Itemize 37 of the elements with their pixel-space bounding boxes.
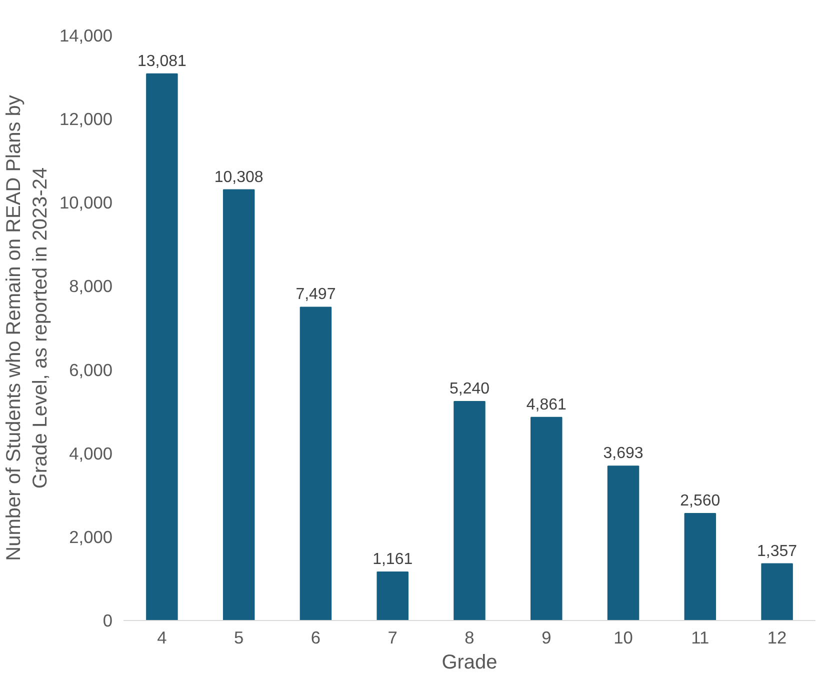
y-tick-label: 14,000 xyxy=(60,26,112,46)
x-tick-label: 8 xyxy=(464,628,474,648)
x-tick-label: 12 xyxy=(767,628,787,648)
bar xyxy=(761,563,793,620)
x-tick-label: 10 xyxy=(614,628,633,648)
data-label: 3,693 xyxy=(603,445,644,462)
x-axis-title: Grade xyxy=(442,652,498,674)
y-axis-title: Number of Students who Remain on READ Plans by Grade Level, as reported in 2023-24 xyxy=(3,95,52,561)
bar xyxy=(530,416,562,620)
x-tick-label: 5 xyxy=(234,628,244,648)
bar xyxy=(300,306,332,620)
x-tick-label: 9 xyxy=(542,628,552,648)
y-tick-label: 10,000 xyxy=(60,192,112,213)
bar xyxy=(607,466,640,620)
x-tick-label: 4 xyxy=(157,628,168,648)
y-tick-label: 8,000 xyxy=(69,276,113,296)
x-tick-label: 7 xyxy=(388,628,398,648)
x-tick-label: 11 xyxy=(691,628,710,648)
data-label: 10,308 xyxy=(214,168,264,186)
y-tick-label: 4,000 xyxy=(69,443,113,464)
data-label: 2,560 xyxy=(680,492,720,510)
data-label: 7,497 xyxy=(296,286,336,304)
bar xyxy=(222,189,255,620)
data-label: 1,357 xyxy=(757,542,798,560)
y-tick-label: 6,000 xyxy=(69,360,113,380)
bar xyxy=(376,571,408,620)
y-tick-label: 0 xyxy=(102,610,113,630)
data-label: 5,240 xyxy=(449,380,490,398)
data-label: 13,081 xyxy=(137,52,187,70)
bar xyxy=(454,401,486,620)
y-tick-label: 2,000 xyxy=(69,526,113,547)
data-label: 4,861 xyxy=(526,396,567,414)
bar xyxy=(684,513,716,620)
y-tick-label: 12,000 xyxy=(60,109,112,130)
x-tick-label: 6 xyxy=(310,628,321,648)
bar xyxy=(146,73,178,620)
data-label: 1,161 xyxy=(372,550,413,568)
